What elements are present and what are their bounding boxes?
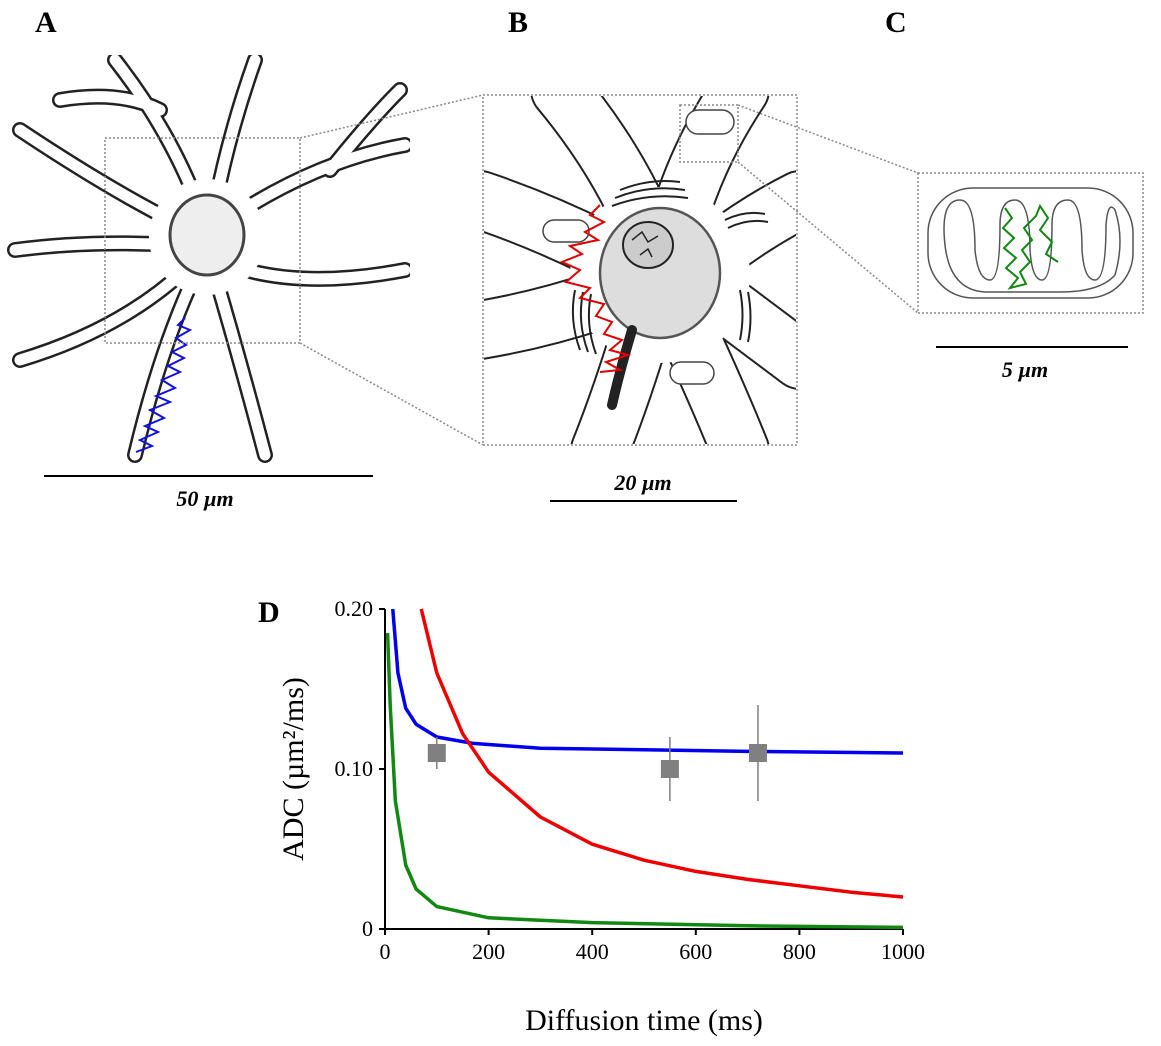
diffusion-path (135, 317, 193, 453)
x-tick-label: 800 (783, 939, 816, 964)
panel-label: A (35, 6, 57, 39)
y-axis-label: ADC (µm²/ms) (277, 677, 310, 861)
panel-label: D (258, 596, 280, 629)
diffusion-path (559, 204, 632, 373)
data-point (748, 744, 767, 762)
panel-box (917, 172, 1144, 314)
mitochondrion (685, 109, 735, 135)
neuron (15, 60, 405, 455)
x-tick-label: 400 (576, 939, 609, 964)
curve (419, 608, 904, 899)
zoom-line (299, 342, 484, 446)
scale-label: 20 µm (613, 470, 671, 495)
curve (385, 632, 904, 930)
cell-detail (480, 90, 800, 450)
scale-label: 50 µm (176, 486, 233, 511)
x-tick-label: 200 (472, 939, 505, 964)
zoom-line (299, 94, 484, 139)
process (607, 325, 637, 410)
nucleus (168, 193, 246, 277)
diffusion-path (1001, 203, 1059, 290)
cristae (943, 199, 1121, 293)
chromatin (631, 230, 659, 258)
y-tick-label: 0 (362, 916, 373, 941)
scale-label: 5 µm (1002, 357, 1048, 382)
x-tick-label: 0 (380, 939, 391, 964)
zoom-line (737, 104, 919, 174)
panel-box (482, 94, 798, 446)
curve (391, 608, 904, 755)
zoom-line (737, 161, 919, 314)
mitochondrion (669, 361, 715, 385)
y-tick-label: 0.10 (335, 756, 374, 781)
y-tick-label: 0.20 (335, 596, 374, 621)
x-tick-label: 600 (679, 939, 712, 964)
golgi (724, 211, 769, 343)
data-point (660, 760, 679, 778)
x-tick-label: 1000 (881, 939, 925, 964)
panel-label: B (508, 6, 528, 39)
nucleolus (622, 221, 674, 269)
data-point (427, 744, 446, 762)
panel-label: C (885, 6, 907, 39)
golgi (611, 180, 689, 207)
mitochondrion (542, 219, 590, 243)
zoom-box (679, 104, 739, 163)
x-axis-label: Diffusion time (ms) (525, 1004, 763, 1037)
zoom-box (104, 137, 301, 344)
